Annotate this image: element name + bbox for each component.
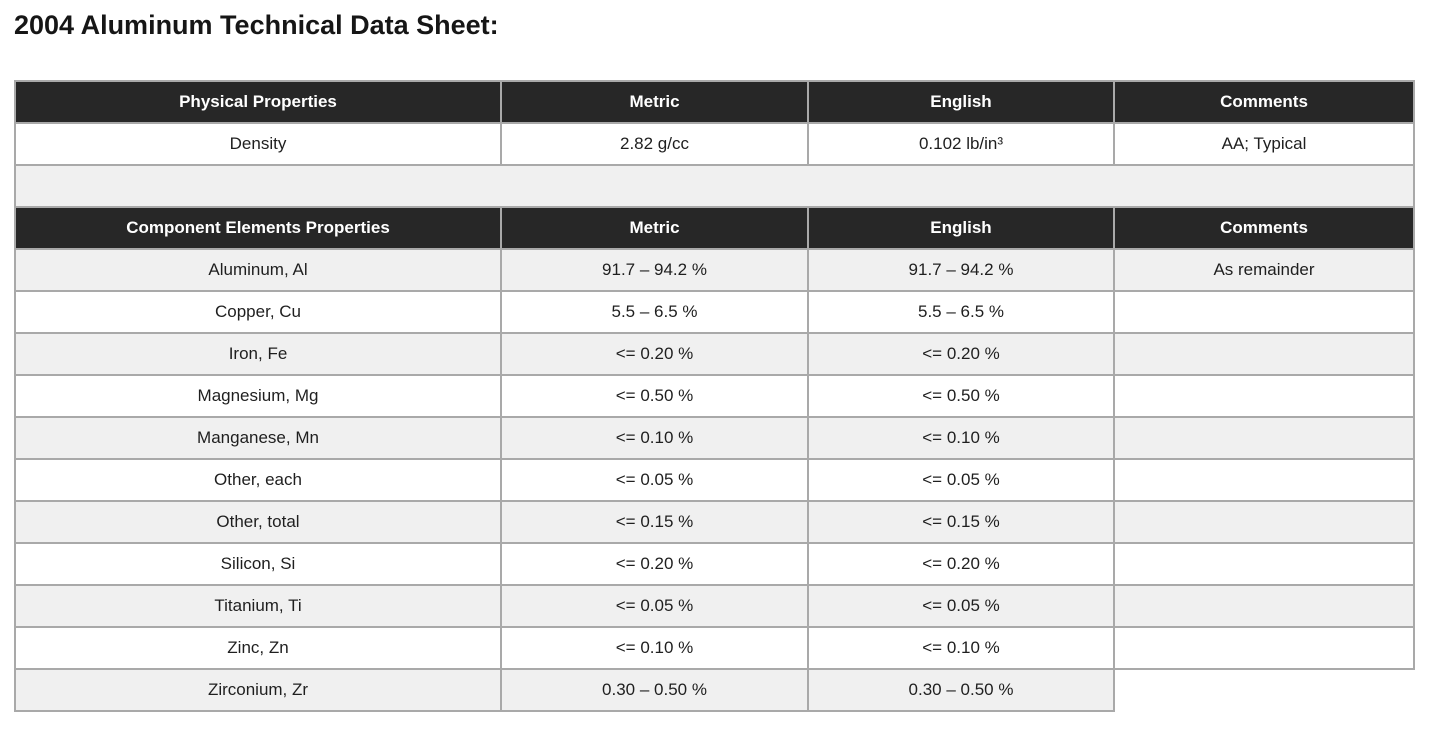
- table-row-density: Density 2.82 g/cc 0.102 lb/in³ AA; Typic…: [14, 122, 1415, 167]
- metric-cell: 5.5 – 6.5 %: [500, 290, 809, 335]
- technical-data-sheet-table: Physical Properties Metric English Comme…: [14, 80, 1415, 713]
- english-cell: <= 0.05 %: [807, 584, 1115, 629]
- table-row-titanium: Titanium, Ti <= 0.05 % <= 0.05 %: [14, 584, 1415, 629]
- comments-cell: [1113, 458, 1415, 503]
- property-cell: Density: [14, 122, 502, 167]
- table-row-copper: Copper, Cu 5.5 – 6.5 % 5.5 – 6.5 %: [14, 290, 1415, 335]
- comments-cell: [1113, 374, 1415, 419]
- metric-cell: <= 0.10 %: [500, 416, 809, 461]
- property-cell: Magnesium, Mg: [14, 374, 502, 419]
- property-cell: Copper, Cu: [14, 290, 502, 335]
- english-cell: 0.102 lb/in³: [807, 122, 1115, 167]
- section-spacer-row: [14, 164, 1415, 209]
- comments-cell: AA; Typical: [1113, 122, 1415, 167]
- table-row-aluminum: Aluminum, Al 91.7 – 94.2 % 91.7 – 94.2 %…: [14, 248, 1415, 293]
- column-header-component-elements: Component Elements Properties: [14, 206, 502, 251]
- comments-cell: [1113, 626, 1415, 671]
- comments-cell: [1113, 290, 1415, 335]
- metric-cell: 91.7 – 94.2 %: [500, 248, 809, 293]
- metric-cell: <= 0.50 %: [500, 374, 809, 419]
- property-cell: Other, each: [14, 458, 502, 503]
- spacer-cell: [14, 164, 1415, 209]
- metric-cell: <= 0.05 %: [500, 584, 809, 629]
- page-title: 2004 Aluminum Technical Data Sheet:: [14, 10, 499, 40]
- metric-cell: <= 0.10 %: [500, 626, 809, 671]
- metric-cell: <= 0.15 %: [500, 500, 809, 545]
- column-header-physical-properties: Physical Properties: [14, 80, 502, 125]
- column-header-comments: Comments: [1113, 80, 1415, 125]
- comments-cell: [1113, 332, 1415, 377]
- table-row-manganese: Manganese, Mn <= 0.10 % <= 0.10 %: [14, 416, 1415, 461]
- english-cell: <= 0.20 %: [807, 332, 1115, 377]
- english-cell: <= 0.05 %: [807, 458, 1115, 503]
- table-row-zinc: Zinc, Zn <= 0.10 % <= 0.10 %: [14, 626, 1415, 671]
- property-cell: Zinc, Zn: [14, 626, 502, 671]
- english-cell: <= 0.20 %: [807, 542, 1115, 587]
- metric-cell: <= 0.05 %: [500, 458, 809, 503]
- english-cell: 0.30 – 0.50 %: [807, 668, 1115, 713]
- metric-cell: <= 0.20 %: [500, 332, 809, 377]
- english-cell: 91.7 – 94.2 %: [807, 248, 1115, 293]
- table-row-iron: Iron, Fe <= 0.20 % <= 0.20 %: [14, 332, 1415, 377]
- property-cell: Titanium, Ti: [14, 584, 502, 629]
- property-cell: Iron, Fe: [14, 332, 502, 377]
- property-cell: Silicon, Si: [14, 542, 502, 587]
- column-header-english: English: [807, 80, 1115, 125]
- comments-cell: [1113, 416, 1415, 461]
- english-cell: <= 0.10 %: [807, 416, 1115, 461]
- property-cell: Zirconium, Zr: [14, 668, 502, 713]
- property-cell: Other, total: [14, 500, 502, 545]
- comments-cell: [1113, 500, 1415, 545]
- column-header-english: English: [807, 206, 1115, 251]
- column-header-metric: Metric: [500, 206, 809, 251]
- comments-cell: As remainder: [1113, 248, 1415, 293]
- table-row-magnesium: Magnesium, Mg <= 0.50 % <= 0.50 %: [14, 374, 1415, 419]
- property-cell: Manganese, Mn: [14, 416, 502, 461]
- comments-cell: [1113, 584, 1415, 629]
- table-row-other-total: Other, total <= 0.15 % <= 0.15 %: [14, 500, 1415, 545]
- metric-cell: 0.30 – 0.50 %: [500, 668, 809, 713]
- component-elements-header-row: Component Elements Properties Metric Eng…: [14, 206, 1415, 251]
- property-cell: Aluminum, Al: [14, 248, 502, 293]
- comments-cell: [1113, 542, 1415, 587]
- english-cell: 5.5 – 6.5 %: [807, 290, 1115, 335]
- table-row-zirconium: Zirconium, Zr 0.30 – 0.50 % 0.30 – 0.50 …: [14, 668, 1414, 713]
- metric-cell: <= 0.20 %: [500, 542, 809, 587]
- english-cell: <= 0.15 %: [807, 500, 1115, 545]
- table-row-other-each: Other, each <= 0.05 % <= 0.05 %: [14, 458, 1415, 503]
- physical-properties-header-row: Physical Properties Metric English Comme…: [14, 80, 1415, 125]
- column-header-metric: Metric: [500, 80, 809, 125]
- english-cell: <= 0.50 %: [807, 374, 1115, 419]
- metric-cell: 2.82 g/cc: [500, 122, 809, 167]
- column-header-comments: Comments: [1113, 206, 1415, 251]
- table-row-silicon: Silicon, Si <= 0.20 % <= 0.20 %: [14, 542, 1415, 587]
- english-cell: <= 0.10 %: [807, 626, 1115, 671]
